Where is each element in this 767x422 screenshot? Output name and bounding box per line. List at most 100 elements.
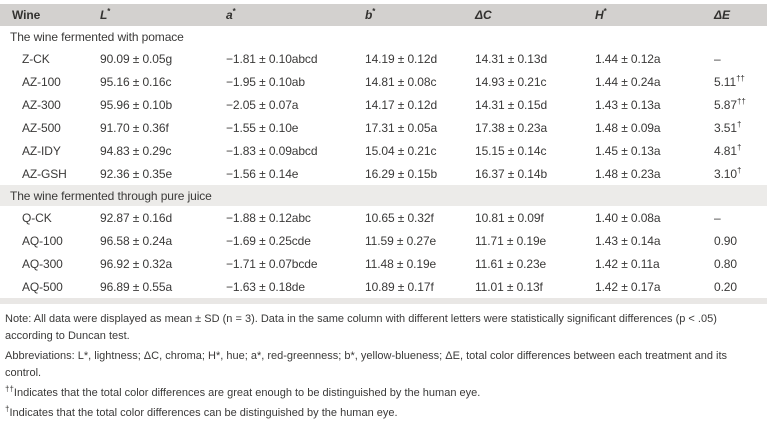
table-row: AQ-100 96.58 ± 0.24a −1.69 ± 0.25cde 11.59 … <box>0 229 767 252</box>
section-header-row: The wine fermented with pomace <box>0 26 767 47</box>
cell-dC: 14.31 ± 0.15d <box>475 93 595 116</box>
column-label: L <box>100 8 108 22</box>
cell-a: −1.63 ± 0.18de <box>226 275 365 298</box>
footnote-line: Abbreviations: L*, lightness; ΔC, chroma… <box>5 348 761 382</box>
cell-value: AQ-500 <box>22 279 63 294</box>
column-label: ΔE <box>714 8 730 22</box>
cell-b: 16.29 ± 0.15b <box>365 162 475 185</box>
cell-wine: Q-CK <box>0 206 100 229</box>
footnote-text: Abbreviations: <box>5 350 78 363</box>
cell-value: 95.16 ± 0.16c <box>100 74 172 89</box>
cell-value: AQ-300 <box>22 256 63 271</box>
cell-value: −1.88 ± 0.12abc <box>226 210 311 225</box>
column-label: a <box>226 8 233 22</box>
cell-value: 5.11 <box>714 74 737 89</box>
cell-b: 11.59 ± 0.27e <box>365 229 475 252</box>
footnote-text: H <box>208 350 216 363</box>
cell-b: 14.19 ± 0.12d <box>365 47 475 70</box>
cell-value: 96.89 ± 0.55a <box>100 279 173 294</box>
cell-value: AZ-500 <box>22 120 61 135</box>
cell-value: −1.63 ± 0.18de <box>226 279 305 294</box>
footnote-text: *, yellow-blueness; Δ <box>350 350 453 363</box>
cell-dE: 5.87†† <box>714 93 767 116</box>
footnote-text: , total color differences between each t… <box>5 350 728 380</box>
column-header-dE: ΔE <box>714 4 767 26</box>
cell-value: 11.61 ± 0.23e <box>475 256 547 271</box>
cell-value: −2.05 ± 0.07a <box>226 97 299 112</box>
table-row: AZ-GSH 92.36 ± 0.35e −1.56 ± 0.14e 16.29 ± … <box>0 162 767 185</box>
table-row: AZ-IDY 94.83 ± 0.29c −1.83 ± 0.09abcd 15.04… <box>0 139 767 162</box>
cell-value: 92.87 ± 0.16d <box>100 210 173 225</box>
cell-value: 15.04 ± 0.21c <box>365 143 437 158</box>
column-header-dC: ΔC <box>475 4 595 26</box>
cell-value: 94.83 ± 0.29c <box>100 143 172 158</box>
cell-a: −2.05 ± 0.07a <box>226 93 365 116</box>
dagger-superscript: †† <box>736 73 745 83</box>
column-sup-symbol: * <box>232 7 236 16</box>
cell-a: −1.71 ± 0.07bcde <box>226 252 365 275</box>
cell-value: −1.55 ± 0.10e <box>226 120 299 135</box>
footnote-text: All data were displayed as mean ± <box>33 313 205 325</box>
cell-a: −1.69 ± 0.25cde <box>226 229 365 252</box>
cell-wine: AZ-GSH <box>0 162 100 185</box>
cell-value: AZ-100 <box>22 74 61 89</box>
cell-wine: Z-CK <box>0 47 100 70</box>
cell-H: 1.40 ± 0.08a <box>595 206 714 229</box>
cell-value: 14.93 ± 0.21c <box>475 74 547 89</box>
cell-value: 1.43 ± 0.13a <box>595 97 661 112</box>
cell-value: Q-CK <box>22 210 52 225</box>
table-header-row: Wine L* a* b* ΔC H* ΔE <box>0 4 767 26</box>
cell-wine: AZ-100 <box>0 70 100 93</box>
cell-value: −1.81 ± 0.10abcd <box>226 51 318 66</box>
cell-L: 92.87 ± 0.16d <box>100 206 226 229</box>
cell-wine: AZ-500 <box>0 116 100 139</box>
cell-value: 4.81 <box>714 143 737 158</box>
cell-b: 14.81 ± 0.08c <box>365 70 475 93</box>
cell-value: 16.29 ± 0.15b <box>365 166 438 181</box>
cell-L: 91.70 ± 0.36f <box>100 116 226 139</box>
cell-H: 1.44 ± 0.12a <box>595 47 714 70</box>
column-sup-symbol: * <box>372 7 376 16</box>
dagger-superscript: †† <box>5 384 14 394</box>
dagger-superscript: † <box>736 165 742 175</box>
cell-value: AZ-300 <box>22 97 61 112</box>
cell-b: 17.31 ± 0.05a <box>365 116 475 139</box>
table-bottom-rule <box>0 298 767 304</box>
section-header-row: The wine fermented through pure juice <box>0 185 767 206</box>
cell-value: 3.10 <box>714 166 737 181</box>
cell-value: 91.70 ± 0.36f <box>100 120 169 135</box>
footnote-text: n <box>226 313 233 325</box>
cell-b: 10.65 ± 0.32f <box>365 206 475 229</box>
cell-L: 92.36 ± 0.35e <box>100 162 226 185</box>
cell-H: 1.44 ± 0.24a <box>595 70 714 93</box>
cell-value: 96.58 ± 0.24a <box>100 233 173 248</box>
cell-value: 0.20 <box>714 279 737 294</box>
footnote-text: C <box>151 350 160 363</box>
cell-dE: 0.20 <box>714 275 767 298</box>
footnote-text: *, red-greenness; <box>256 350 345 363</box>
cell-dC: 14.31 ± 0.13d <box>475 47 595 70</box>
cell-value: 10.89 ± 0.17f <box>365 279 434 294</box>
cell-value: – <box>714 51 721 66</box>
cell-wine: AQ-300 <box>0 252 100 275</box>
dagger-superscript: † <box>736 142 742 152</box>
cell-value: 11.48 ± 0.19e <box>365 256 437 271</box>
cell-L: 96.89 ± 0.55a <box>100 275 226 298</box>
cell-value: Z-CK <box>22 51 50 66</box>
cell-value: 1.42 ± 0.17a <box>595 279 661 294</box>
cell-value: 15.15 ± 0.14c <box>475 143 547 158</box>
cell-value: −1.71 ± 0.07bcde <box>226 256 318 271</box>
cell-value: 14.31 ± 0.13d <box>475 51 548 66</box>
cell-L: 96.92 ± 0.32a <box>100 252 226 275</box>
cell-L: 90.09 ± 0.05g <box>100 47 226 70</box>
cell-L: 96.58 ± 0.24a <box>100 229 226 252</box>
cell-dE: 4.81† <box>714 139 767 162</box>
cell-value: 1.48 ± 0.23a <box>595 166 661 181</box>
cell-value: 95.96 ± 0.10b <box>100 97 173 112</box>
table-row: AZ-500 91.70 ± 0.36f −1.55 ± 0.10e 17.31 ± … <box>0 116 767 139</box>
cell-value: 1.44 ± 0.24a <box>595 74 661 89</box>
footnote-text: Indicates that the total color differenc… <box>13 387 481 400</box>
column-header-b: b* <box>365 4 475 26</box>
cell-value: 0.80 <box>714 256 737 271</box>
